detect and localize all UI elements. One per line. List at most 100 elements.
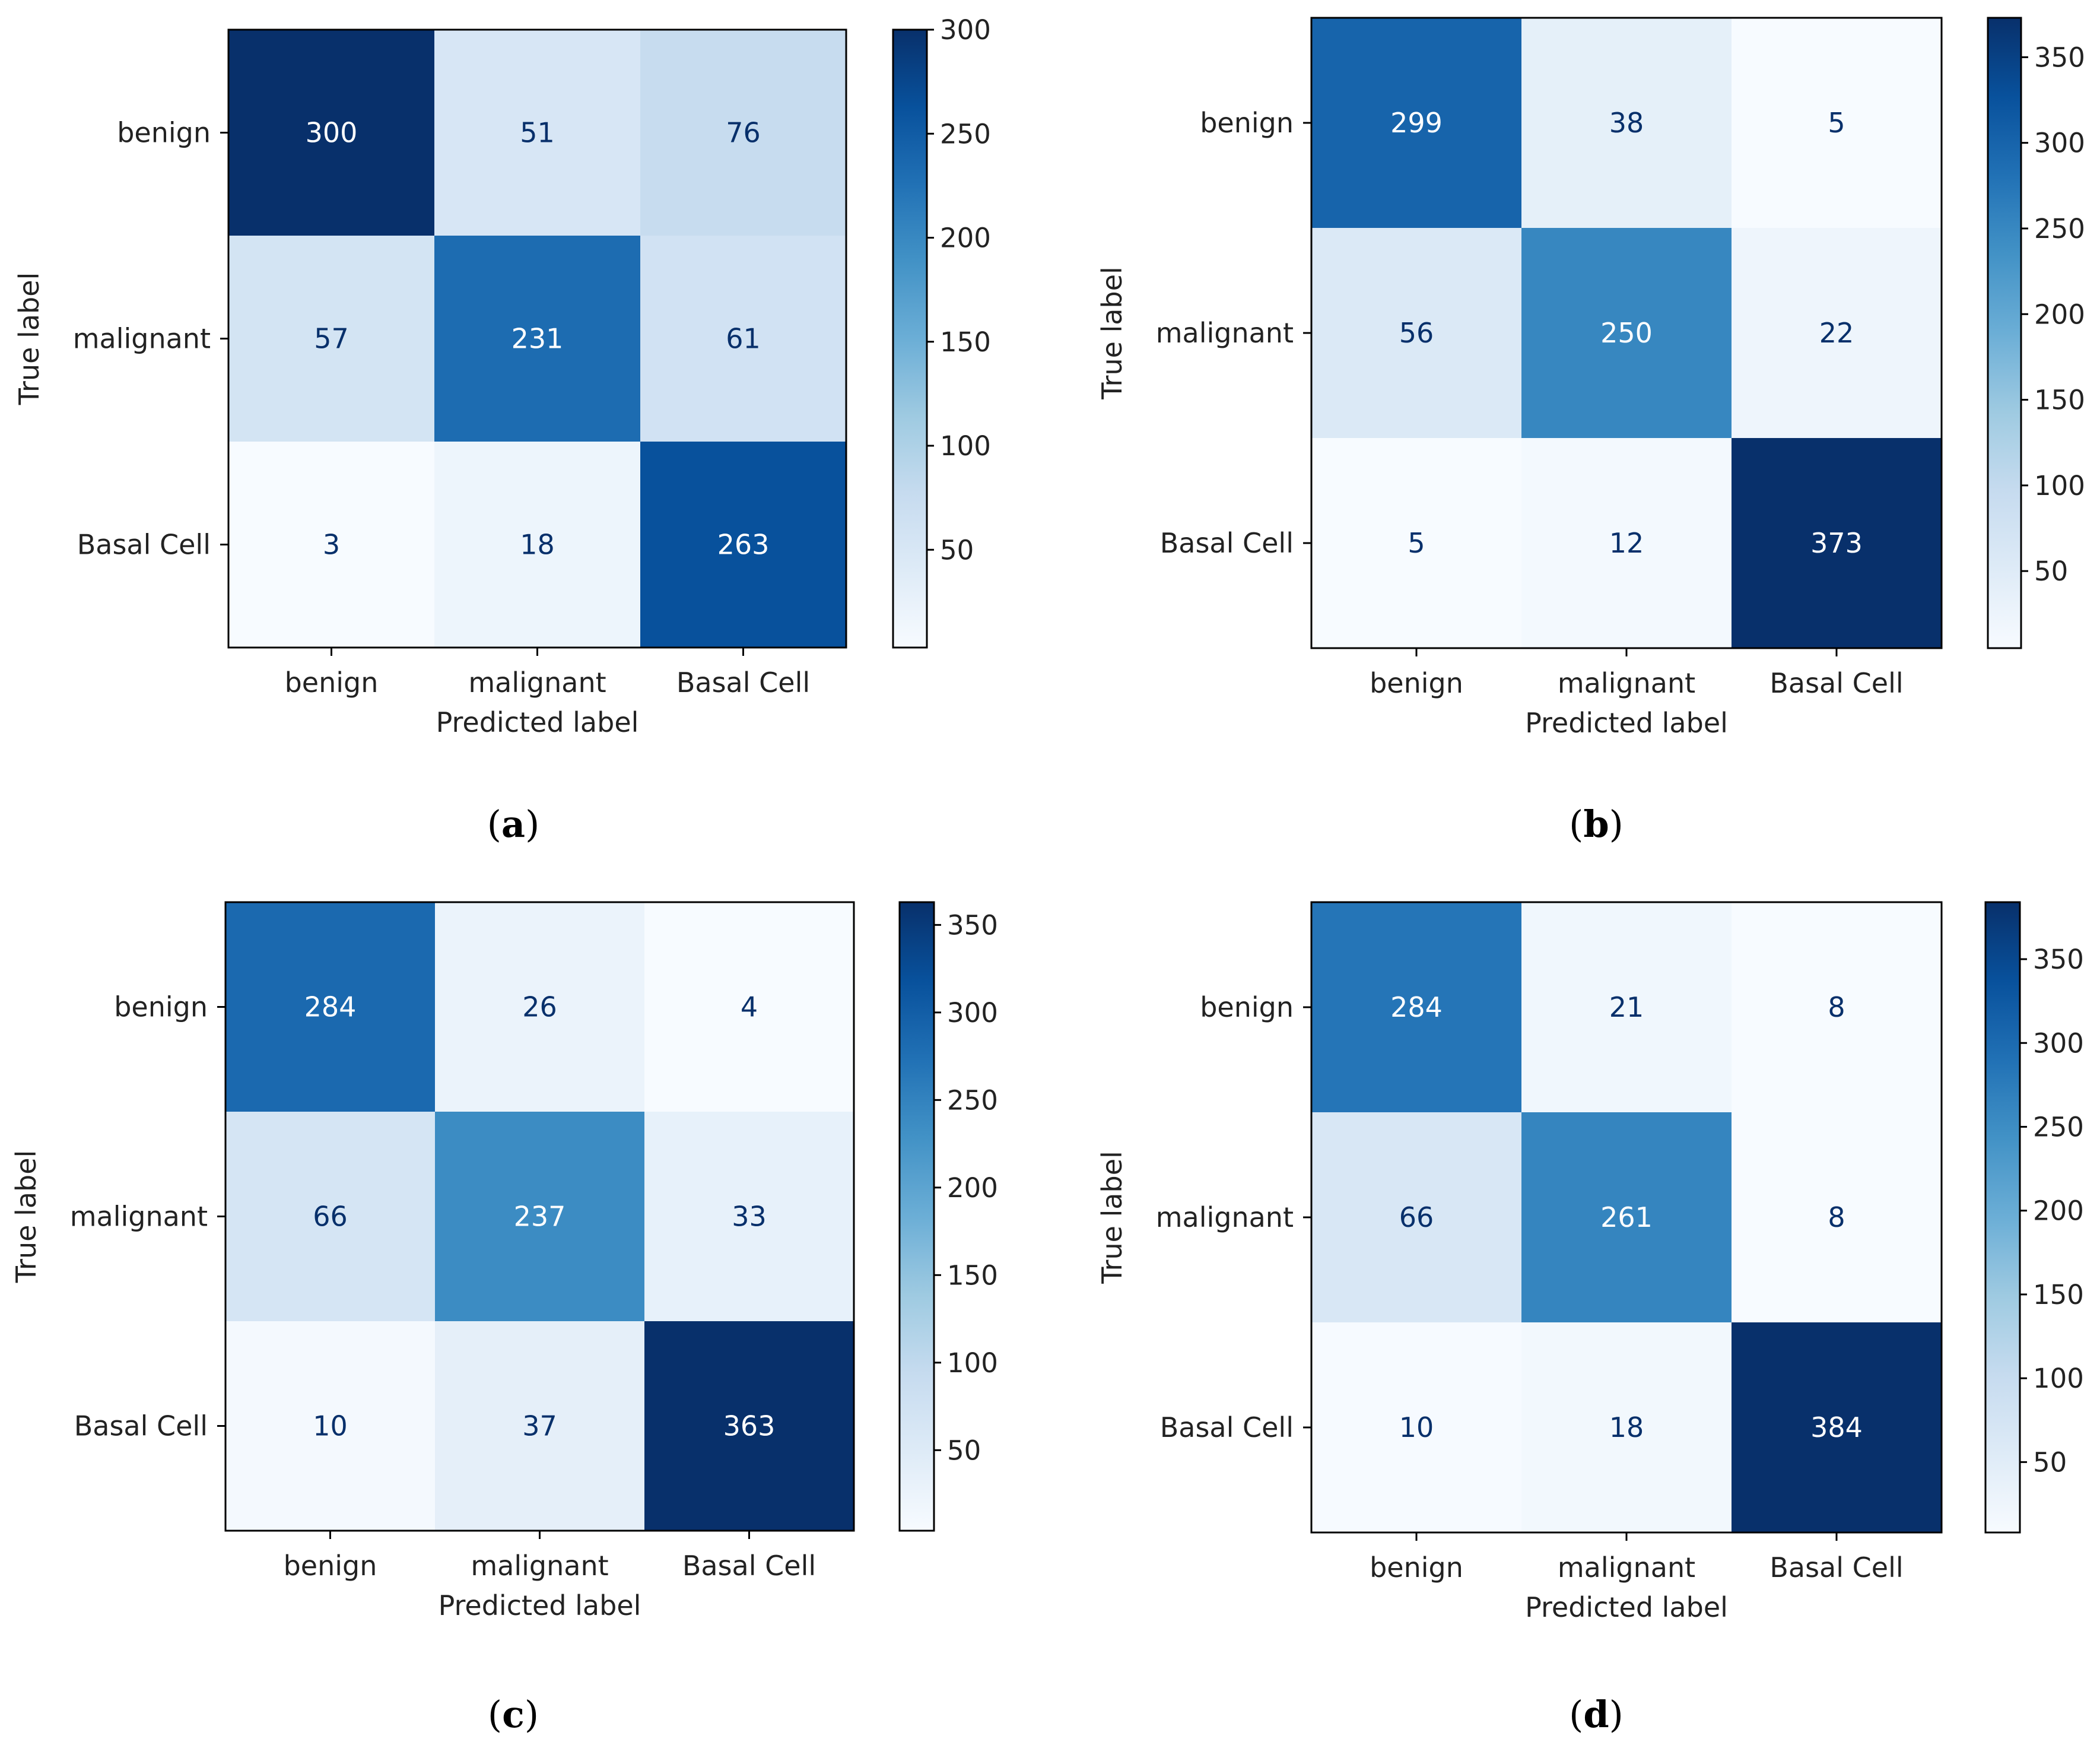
colorbar	[900, 902, 934, 1531]
colorbar-tick-label: 50	[940, 534, 974, 566]
caption-close-paren: )	[525, 802, 539, 846]
colorbar-frame	[1984, 901, 2021, 1534]
caption-open-paren: (	[1569, 802, 1583, 846]
colorbar-tick-label: 50	[947, 1435, 981, 1466]
x-axis-title: Predicted label	[439, 1589, 641, 1622]
y-tick-label: benign	[1200, 107, 1294, 139]
colorbar-tick-label: 50	[2033, 1446, 2067, 1478]
caption-open-paren: (	[488, 1693, 502, 1736]
caption-close-paren: )	[1609, 802, 1624, 846]
matrix-cell	[640, 236, 846, 442]
matrix-cell	[1311, 228, 1521, 438]
colorbar-tick-label: 350	[947, 909, 998, 941]
colorbar-tick-label: 150	[2033, 1279, 2084, 1311]
cell-value-label: 284	[304, 991, 357, 1023]
panel-caption: (a)	[487, 802, 540, 846]
matrix-cell	[1311, 1112, 1521, 1322]
matrix-cell	[1311, 438, 1521, 648]
colorbar-tick-label: 350	[2033, 944, 2084, 975]
caption-open-paren: (	[1569, 1693, 1583, 1736]
matrix-cell	[228, 236, 434, 442]
y-tick-label: benign	[117, 117, 211, 149]
x-tick-label: malignant	[1558, 1551, 1695, 1584]
matrix-cell	[1521, 902, 1732, 1112]
cell-value-label: 5	[1828, 107, 1845, 139]
colorbar-tick-label: 250	[2033, 1111, 2084, 1143]
cell-value-label: 66	[313, 1201, 348, 1233]
matrix-cell	[1732, 18, 1942, 228]
matrix-cell	[435, 1112, 644, 1321]
colorbar-frame	[892, 28, 928, 649]
matrix-cell	[644, 902, 854, 1112]
caption-letter: b	[1583, 802, 1609, 846]
matrix-cell	[1732, 902, 1942, 1112]
matrix-cell	[1521, 1322, 1732, 1532]
x-tick-label: Basal Cell	[1769, 667, 1903, 699]
matrix-cell	[640, 442, 846, 648]
caption-close-paren: )	[525, 1693, 539, 1736]
cell-value-label: 3	[323, 529, 340, 561]
colorbar-tick-label: 150	[940, 326, 991, 358]
x-tick-label: malignant	[471, 1550, 608, 1582]
panel-caption: (c)	[488, 1693, 539, 1736]
y-tick-label: benign	[114, 991, 208, 1023]
cell-value-label: 384	[1810, 1411, 1863, 1443]
cell-value-label: 373	[1810, 527, 1863, 559]
matrix-cell	[1311, 18, 1521, 228]
colorbar-frame	[1987, 17, 2022, 649]
colorbar-tick-label: 300	[940, 14, 991, 46]
cell-value-label: 10	[313, 1410, 348, 1442]
x-tick-label: benign	[1370, 1551, 1463, 1584]
y-axis-title: True label	[10, 1150, 42, 1284]
colorbar-tick-label: 300	[2034, 128, 2085, 159]
x-tick-label: Basal Cell	[1769, 1551, 1903, 1584]
y-tick-label: malignant	[1156, 1201, 1294, 1233]
cell-value-label: 299	[1390, 107, 1443, 139]
matrix-cell	[435, 902, 644, 1112]
colorbar-tick-label: 300	[947, 997, 998, 1029]
y-tick-label: malignant	[70, 1201, 208, 1233]
cell-value-label: 22	[1819, 317, 1854, 349]
colorbar-tick-label: 100	[2033, 1363, 2084, 1394]
colorbar-tick-label: 300	[2033, 1027, 2084, 1059]
cell-value-label: 56	[1399, 317, 1434, 349]
x-tick-label: malignant	[468, 667, 606, 699]
matrix-cell	[1732, 1322, 1942, 1532]
cell-value-label: 21	[1609, 991, 1644, 1023]
matrix-cell	[1311, 902, 1521, 1112]
matrix-cell	[434, 236, 640, 442]
matrix-cell	[228, 30, 434, 236]
y-tick-label: malignant	[1156, 317, 1294, 349]
matrix-cell	[1732, 438, 1942, 648]
x-tick-label: benign	[285, 667, 379, 699]
matrix-cell	[1521, 1112, 1732, 1322]
y-axis-title: True label	[1096, 1151, 1128, 1284]
cell-value-label: 12	[1609, 527, 1644, 559]
colorbar-tick-label: 150	[2034, 385, 2085, 416]
caption-close-paren: )	[1609, 1693, 1624, 1736]
x-axis-title: Predicted label	[1525, 1591, 1728, 1623]
matrix-cell	[1732, 228, 1942, 438]
x-tick-label: benign	[1370, 667, 1463, 699]
colorbar-tick-label: 200	[2033, 1195, 2084, 1227]
matrix-cell	[1521, 228, 1732, 438]
colorbar-tick-label: 250	[940, 118, 991, 150]
cell-value-label: 4	[741, 991, 758, 1023]
matrix-cell	[644, 1112, 854, 1321]
cell-value-label: 363	[723, 1410, 776, 1442]
confusion-matrix-panel-a: 300 51 76 57 231 61 3 18 263 benign malignant Basal…	[13, 14, 991, 846]
confusion-matrix-panel-b: 299 38 5 56 250 22 5 12 373 benign malignant Basal …	[1096, 17, 2085, 846]
x-axis-title: Predicted label	[1525, 707, 1728, 739]
cell-value-label: 261	[1600, 1201, 1653, 1233]
matrix-cell	[1732, 1112, 1942, 1322]
matrix-cell	[640, 30, 846, 236]
y-tick-label: malignant	[73, 323, 211, 355]
x-tick-label: malignant	[1558, 667, 1695, 699]
confusion-matrix-panel-d: 284 21 8 66 261 8 10 18 384 benign malignant Basal …	[1096, 901, 2084, 1736]
matrix-cell	[434, 30, 640, 236]
colorbar	[893, 30, 927, 648]
colorbar	[1985, 902, 2020, 1532]
caption-letter: c	[502, 1693, 525, 1736]
y-tick-label: Basal Cell	[1160, 527, 1294, 559]
